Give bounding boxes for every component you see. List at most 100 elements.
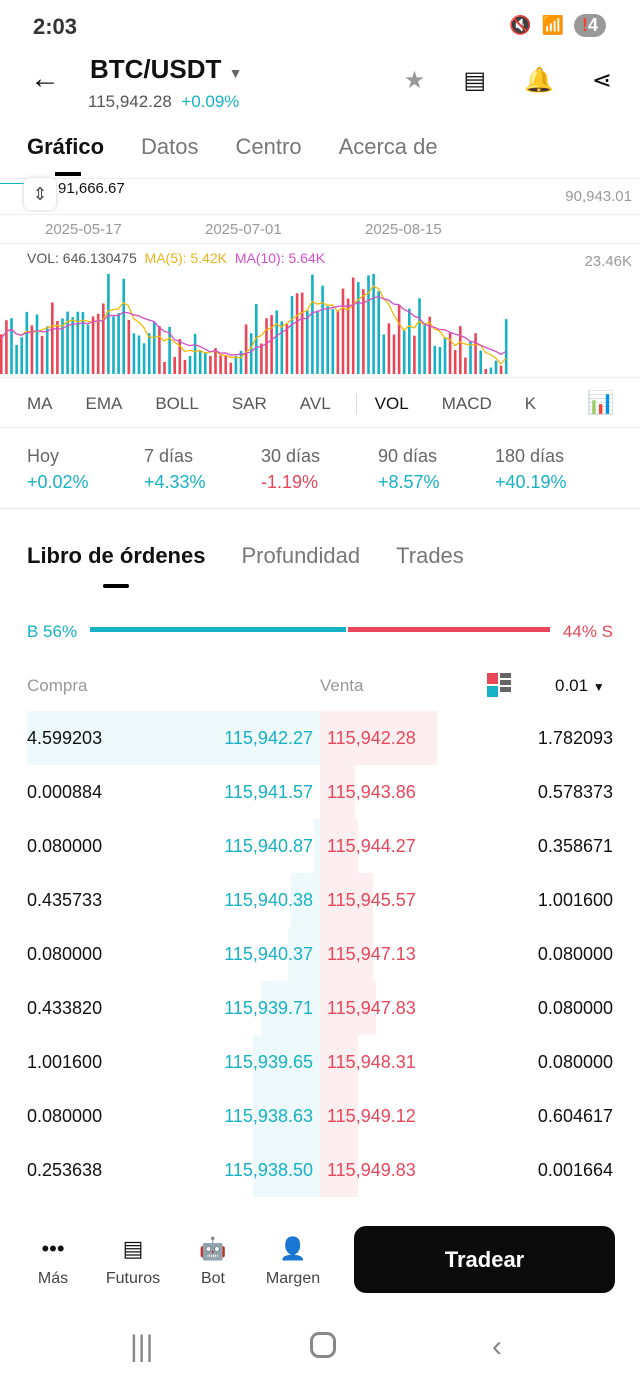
precision-select[interactable]: 0.01 ▼ [555, 676, 605, 696]
ask-price: 115,949.12 [327, 1106, 416, 1126]
back-arrow-icon[interactable]: ← [30, 62, 60, 95]
bot-button[interactable]: 🤖 Bot [178, 1236, 248, 1288]
trade-button[interactable]: Tradear [354, 1226, 615, 1293]
volume-bar [239, 350, 243, 374]
volume-bar [219, 355, 222, 374]
volume-bar [234, 355, 238, 374]
volume-bar [86, 324, 90, 374]
tab-trades[interactable]: Trades [396, 543, 464, 568]
bid-qty: 4.599203 [27, 728, 103, 748]
volume-bar [158, 325, 161, 374]
order-row[interactable]: 0.435733 115,940.38 115,945.57 1.001600 [27, 873, 613, 927]
volume-bar [188, 355, 192, 374]
date-label: 2025-08-15 [365, 221, 442, 238]
system-back-button[interactable]: ‹ [492, 1330, 502, 1363]
share-icon[interactable]: ⋖ [591, 67, 612, 94]
perf-value: +8.57% [378, 472, 440, 492]
more-button[interactable]: ••• Más [18, 1236, 88, 1288]
indicator-sar[interactable]: SAR [231, 394, 267, 413]
order-row[interactable]: 0.080000 115,940.37 115,947.13 0.080000 [27, 927, 613, 981]
volume-bar [255, 304, 258, 374]
perf-value: +40.19% [495, 472, 567, 492]
ask-price: 115,949.83 [327, 1160, 416, 1180]
volume-chart[interactable] [0, 270, 520, 374]
crosshair-price: 91,666.67 [58, 180, 125, 197]
order-row[interactable]: 0.433820 115,939.71 115,947.83 0.080000 [27, 981, 613, 1035]
tab-depth[interactable]: Profundidad [241, 543, 361, 568]
bid-price: 115,938.50 [224, 1160, 313, 1180]
order-row[interactable]: 0.080000 115,938.63 115,949.12 0.604617 [27, 1089, 613, 1143]
notebook-icon[interactable]: ▤ [463, 67, 486, 94]
volume-bar [311, 274, 314, 374]
order-row[interactable]: 0.000884 115,941.57 115,943.86 0.578373 [27, 765, 613, 819]
indicator-settings-icon[interactable]: 📊 [587, 390, 615, 415]
ask-depth-bar [320, 711, 437, 765]
price-change: +0.09% [181, 92, 240, 111]
recents-button[interactable]: ||| [130, 1330, 154, 1363]
volume-bar [249, 333, 253, 374]
volume-bar [20, 337, 23, 374]
ma5-line [0, 285, 507, 365]
last-price: 115,942.28 [88, 92, 172, 111]
indicator-boll[interactable]: BOLL [155, 394, 199, 413]
home-button[interactable] [310, 1332, 336, 1358]
volume-bar [474, 333, 477, 374]
mute-icon: 🔇 [509, 15, 532, 35]
volume-bar [326, 306, 329, 374]
header-actions: ★ ▤ 🔔 ⋖ [404, 66, 612, 95]
order-row[interactable]: 0.080000 115,940.87 115,944.27 0.358671 [27, 819, 613, 873]
buy-ratio: B 56% [27, 622, 78, 641]
bid-depth-bar [253, 1035, 320, 1089]
volume-bar [209, 355, 212, 374]
volume-bar [198, 350, 202, 374]
layout-toggle-icon[interactable] [487, 673, 511, 697]
indicator-ma[interactable]: MA [27, 394, 53, 413]
tab-order-book[interactable]: Libro de órdenes [27, 543, 206, 568]
indicator-macd[interactable]: MACD [441, 394, 492, 413]
ask-price: 115,944.27 [327, 836, 416, 856]
alert-bell-icon[interactable]: 🔔 [524, 67, 554, 94]
margin-button[interactable]: 👤 Margen [258, 1236, 328, 1288]
perf-label: 90 días [378, 446, 438, 466]
pair-title: BTC/USDT [90, 54, 222, 84]
tab-datos[interactable]: Datos [141, 134, 199, 159]
volume-bar [336, 311, 340, 374]
tab-indicator [55, 172, 81, 176]
col-buy: Compra [27, 676, 88, 695]
tab-grafico[interactable]: Gráfico [27, 134, 105, 159]
volume-bar [392, 334, 396, 374]
bid-price: 115,940.38 [224, 890, 313, 910]
tab-acerca[interactable]: Acerca de [338, 134, 438, 159]
order-row[interactable]: 1.001600 115,939.65 115,948.31 0.080000 [27, 1035, 613, 1089]
volume-bar [499, 365, 503, 374]
star-icon[interactable]: ★ [403, 67, 426, 94]
volume-bar [316, 310, 319, 374]
order-row[interactable]: 4.599203 115,942.27 115,942.28 1.782093 [27, 711, 613, 765]
volume-legend: VOL: 646.130475 MA(5): 5.42K MA(10): 5.6… [27, 250, 325, 266]
indicator-ema[interactable]: EMA [85, 394, 123, 413]
volume-bar [331, 309, 335, 374]
caret-down-icon: ▼ [228, 65, 243, 81]
drag-handle-icon[interactable]: ⇕ [24, 178, 56, 210]
bid-depth-bar [261, 981, 320, 1035]
bot-label: Bot [200, 1270, 225, 1287]
volume-bar [408, 308, 411, 374]
volume-bar [479, 350, 482, 374]
bid-depth-bar [253, 1143, 320, 1197]
bid-price: 115,939.65 [224, 1052, 313, 1072]
bid-qty: 0.435733 [27, 890, 103, 910]
volume-bar [35, 314, 39, 374]
pair-selector[interactable]: BTC/USDT ▼ [90, 54, 243, 85]
indicator-vol[interactable]: VOL [355, 394, 409, 414]
indicator-avl[interactable]: AVL [299, 394, 331, 413]
volume-bar [362, 289, 365, 374]
indicator-k[interactable]: K [524, 394, 537, 413]
tab-centro[interactable]: Centro [235, 134, 302, 159]
futures-button[interactable]: ▤ Futuros [98, 1236, 168, 1288]
volume-bar [10, 318, 13, 374]
ma10-line [0, 295, 507, 356]
volume-bar [300, 292, 304, 374]
order-row[interactable]: 0.253638 115,938.50 115,949.83 0.001664 [27, 1143, 613, 1197]
volume-bar [30, 325, 34, 374]
volume-bar [102, 303, 105, 374]
